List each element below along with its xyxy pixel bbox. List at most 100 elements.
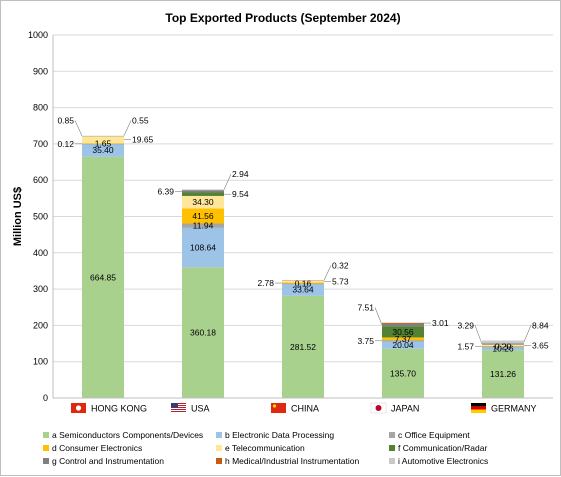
data-label: 30.56 — [392, 327, 414, 337]
leader-line — [74, 120, 83, 137]
data-label: 9.54 — [232, 189, 249, 199]
data-label: 0.85 — [57, 116, 74, 126]
data-label: 7.37 — [395, 334, 412, 344]
data-label: 2.94 — [232, 169, 249, 179]
y-tick-label: 800 — [33, 103, 48, 113]
bar-segment — [382, 326, 424, 338]
data-label: 35.40 — [92, 145, 114, 155]
bar-segment — [482, 344, 524, 346]
flag-band — [471, 409, 486, 413]
chart-title: Top Exported Products (September 2024) — [165, 11, 400, 25]
y-tick-label: 1000 — [28, 30, 48, 40]
bar-segment — [282, 283, 324, 285]
legend-label: c Office Equipment — [398, 430, 470, 440]
x-tick-label: CHINA — [291, 404, 319, 414]
legend-swatch — [216, 458, 222, 464]
data-label: 7.51 — [357, 303, 374, 313]
bar-segment — [82, 136, 124, 144]
legend-label: g Control and Instrumentation — [52, 456, 164, 466]
data-label: 360.18 — [190, 328, 216, 338]
data-label: 281.52 — [290, 342, 316, 352]
x-tick-label: GERMANY — [491, 404, 537, 414]
data-label: 3.75 — [357, 336, 374, 346]
bar-segment — [482, 345, 524, 347]
bar-segment — [182, 195, 224, 209]
data-label: 41.56 — [192, 211, 214, 221]
bar-segment — [282, 295, 324, 398]
category-label-3: CHINA — [271, 403, 319, 414]
data-label: 11.94 — [193, 221, 214, 231]
bar-segment — [482, 350, 524, 398]
legend-item: b Electronic Data Processing — [216, 430, 334, 440]
category-label-5: GERMANY — [471, 403, 537, 414]
y-tick-label: 700 — [33, 139, 48, 149]
bar-segment — [382, 340, 424, 342]
bar-segment — [182, 227, 224, 268]
bar-segment — [82, 135, 124, 137]
legend-swatch — [216, 432, 222, 438]
bar-segment — [182, 189, 224, 191]
data-label: 131.26 — [490, 369, 516, 379]
bar-segment — [282, 282, 324, 284]
legend-item: a Semiconductors Components/Devices — [43, 430, 203, 440]
bar-segment — [82, 143, 124, 144]
legend-label: f Communication/Radar — [398, 443, 487, 453]
x-tick-label: USA — [191, 404, 210, 414]
legend-label: d Consumer Electronics — [52, 443, 142, 453]
legend-item: c Office Equipment — [389, 430, 470, 440]
data-label: 10.26 — [492, 343, 514, 353]
legend-label: i Automotive Electronics — [398, 456, 488, 466]
legend-swatch — [216, 445, 222, 451]
legend-item: f Communication/Radar — [389, 443, 487, 453]
flag-sun — [375, 405, 382, 411]
legend-item: d Consumer Electronics — [43, 443, 142, 453]
bar-segment — [482, 346, 524, 351]
data-label: 34.30 — [192, 197, 214, 207]
data-label: 8.84 — [532, 320, 549, 330]
china-flag-icon — [271, 403, 286, 413]
leader-line — [223, 173, 232, 190]
data-label: 0.55 — [132, 116, 149, 126]
flag-band — [471, 406, 486, 410]
legend: a Semiconductors Components/Devices b Ele… — [43, 430, 488, 466]
flag-stripe — [171, 403, 186, 404]
bar-segment — [382, 337, 424, 341]
y-tick-label: 400 — [33, 248, 48, 258]
legend-label: b Electronic Data Processing — [225, 430, 334, 440]
legend-item: h Medical/Industrial Instrumentation — [216, 456, 359, 466]
y-tick-label: 500 — [33, 212, 48, 222]
data-label: 1.65 — [95, 138, 112, 148]
legend-swatch — [389, 432, 395, 438]
flower-mark — [75, 405, 82, 411]
bar-segment — [182, 208, 224, 224]
bar-segment — [82, 143, 124, 157]
germany-flag-icon — [471, 403, 486, 407]
legend-swatch — [389, 458, 395, 464]
leader-line — [474, 325, 483, 345]
axes: 0 100 200 300 400 500 600 700 800 900 1000 HONG KON… — [28, 30, 553, 414]
bar-segment — [282, 280, 324, 281]
data-label: 664.85 — [90, 272, 116, 282]
legend-swatch — [43, 458, 49, 464]
legend-item: e Telecommunication — [216, 443, 305, 453]
bar-segment — [282, 283, 324, 296]
legend-swatch — [389, 445, 395, 451]
flag-star — [272, 404, 277, 408]
data-label: 5.73 — [332, 276, 349, 286]
legend-swatch — [43, 445, 49, 451]
leader-line — [123, 120, 132, 136]
flag-canton — [171, 403, 178, 408]
bar-segment — [382, 348, 424, 398]
x-tick-label: JAPAN — [391, 404, 419, 414]
gridlines — [53, 34, 553, 363]
legend-swatch — [43, 432, 49, 438]
data-label: 3.29 — [457, 320, 474, 330]
data-label: 3.65 — [532, 340, 549, 350]
legend-label: h Medical/Industrial Instrumentation — [225, 456, 359, 466]
leader-line — [323, 265, 332, 281]
data-label: 3.01 — [432, 318, 449, 328]
data-label: 0.16 — [295, 279, 312, 289]
flag-stripe — [171, 405, 186, 406]
